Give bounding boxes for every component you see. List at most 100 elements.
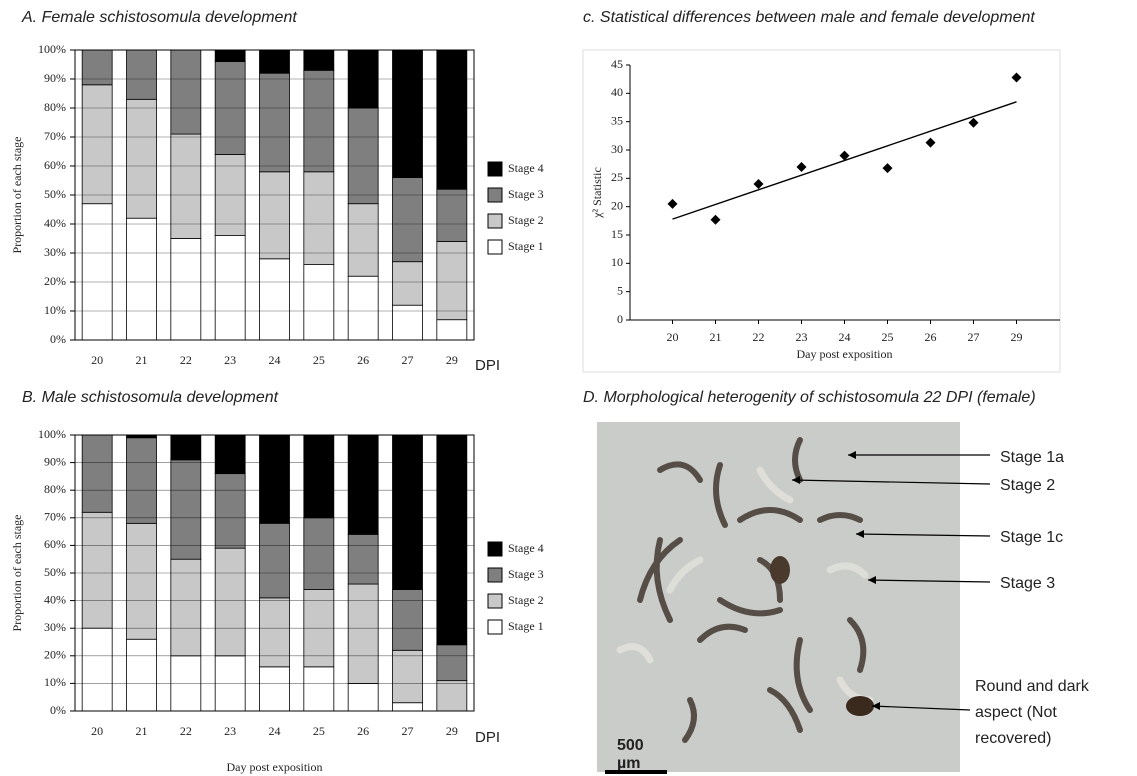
bar-segment <box>259 49 290 74</box>
plot-frame <box>74 49 475 341</box>
bar-segment <box>303 666 335 712</box>
x-tick-label: 25 <box>313 724 325 738</box>
y-axis-label: χ² Statistic <box>590 167 604 219</box>
y-tick-label: 30% <box>44 620 66 634</box>
bar-segment <box>303 517 335 590</box>
annotation: Round and dark <box>975 678 1090 695</box>
y-tick-label: 0 <box>617 312 623 326</box>
y-tick-label: 60% <box>44 537 66 551</box>
bar-segment <box>259 72 290 173</box>
y-axis-label: Proportion of each stage <box>10 515 24 632</box>
bar-segment <box>214 434 246 475</box>
panel-a-title: A. Female schistosomula development <box>21 9 297 26</box>
legend-label: Stage 3 <box>508 567 544 581</box>
annotation: aspect (Not <box>975 704 1057 721</box>
x-axis-label: Day post exposition <box>227 760 323 774</box>
x-tick-label: 22 <box>180 724 192 738</box>
legend-swatch <box>487 239 503 255</box>
bar-segment <box>303 264 335 341</box>
bar-segment <box>392 261 423 306</box>
y-tick-label: 20 <box>611 198 623 212</box>
x-tick-label: 20 <box>667 330 679 344</box>
bar-segment <box>170 49 202 135</box>
bar-segment <box>81 627 113 712</box>
x-tick-label: 24 <box>269 724 281 738</box>
bar-segment <box>170 459 202 560</box>
bar-segment <box>392 177 423 263</box>
bar-segment <box>214 473 246 549</box>
x-tick-label: 29 <box>446 724 458 738</box>
y-tick-label: 35 <box>611 113 623 127</box>
y-tick-label: 5 <box>617 283 623 297</box>
y-tick-label: 0% <box>50 332 66 346</box>
point <box>925 137 936 148</box>
x-tick-label: 21 <box>136 724 148 738</box>
bar-segment <box>436 680 468 712</box>
bar-segment <box>126 522 157 640</box>
y-tick-label: 15 <box>611 227 623 241</box>
bar-segment <box>347 533 379 585</box>
x-tick-label: 21 <box>136 353 148 367</box>
point <box>1011 72 1022 83</box>
x-tick-label: 26 <box>925 330 937 344</box>
x-tick-label: 23 <box>224 724 236 738</box>
bar-segment <box>392 649 423 704</box>
bar-segment <box>392 702 423 712</box>
y-tick-label: 70% <box>44 129 66 143</box>
legend-label: Stage 4 <box>508 541 544 555</box>
panel-d-title: D. Morphological heterogenity of schisto… <box>583 389 1036 406</box>
x-tick-label: 23 <box>796 330 808 344</box>
y-tick-label: 40% <box>44 592 66 606</box>
x-tick-label: 25 <box>313 353 325 367</box>
bar-segment <box>392 589 423 651</box>
bar-segment <box>170 434 202 461</box>
y-tick-label: 0% <box>50 703 66 717</box>
point <box>667 198 678 209</box>
bar-segment <box>126 98 157 219</box>
annotation: Stage 1c <box>1000 529 1063 546</box>
bar-segment <box>259 666 290 712</box>
y-tick-label: 70% <box>44 510 66 524</box>
point <box>968 117 979 128</box>
x-annotation: DPI <box>475 729 500 746</box>
y-tick-label: 90% <box>44 71 66 85</box>
x-tick-label: 26 <box>357 353 369 367</box>
bar-segment <box>436 240 468 321</box>
x-tick-label: 23 <box>224 353 236 367</box>
annotation: Stage 1a <box>1000 449 1064 466</box>
y-tick-label: 25 <box>611 170 623 184</box>
bar-segment <box>126 49 157 100</box>
bar-segment <box>347 683 379 712</box>
bar-segment <box>436 434 468 646</box>
bar-segment <box>436 319 468 341</box>
bar-segment <box>347 275 379 341</box>
bar-segment <box>303 171 335 266</box>
x-tick-label: 22 <box>753 330 765 344</box>
x-tick-label: 27 <box>402 724 414 738</box>
x-annotation: DPI <box>475 357 500 374</box>
y-tick-label: 10% <box>44 675 66 689</box>
bar-segment <box>436 188 468 242</box>
y-tick-label: 20% <box>44 648 66 662</box>
legend-label: Stage 4 <box>508 161 544 175</box>
bar-segment <box>81 434 113 513</box>
bar-segment <box>170 133 202 239</box>
legend-label: Stage 2 <box>508 213 544 227</box>
y-axis-label: Proportion of each stage <box>10 137 24 254</box>
legend-swatch <box>487 161 503 177</box>
plot-frame <box>74 434 475 712</box>
x-tick-label: 21 <box>710 330 722 344</box>
bar-segment <box>392 304 423 341</box>
bar-segment <box>170 238 202 341</box>
scale-label: 500 <box>617 737 644 754</box>
arrows <box>791 454 991 711</box>
bar-segment <box>347 583 379 684</box>
bar-segment <box>259 171 290 260</box>
legend-swatch <box>487 593 503 609</box>
bar-segment <box>81 49 113 86</box>
legend-swatch <box>487 567 503 583</box>
y-tick-label: 40% <box>44 216 66 230</box>
bar-segment <box>303 434 335 519</box>
point <box>796 162 807 172</box>
bar-segment <box>303 49 335 71</box>
